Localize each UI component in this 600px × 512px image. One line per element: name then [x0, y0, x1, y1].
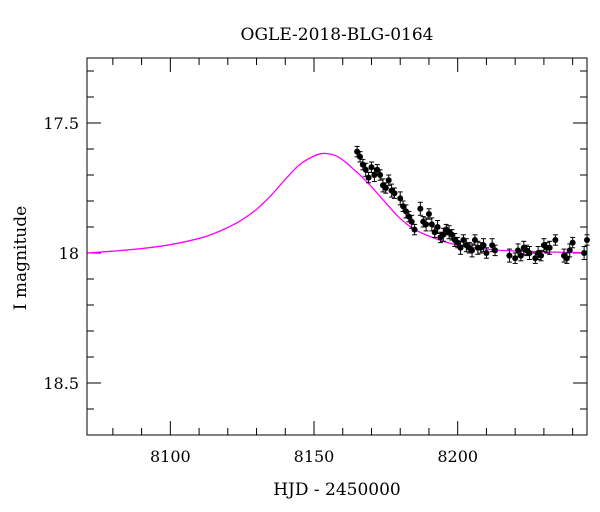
- axis-ticks: [87, 58, 587, 436]
- data-point: [538, 252, 545, 259]
- data-point: [417, 205, 424, 212]
- chart-title: OGLE-2018-BLG-0164: [241, 25, 434, 45]
- data-point: [469, 247, 476, 254]
- axis-tick-labels: 8100 8150 8200 17.5 18 18.5: [43, 114, 478, 466]
- data-point: [492, 247, 499, 254]
- data-point: [569, 239, 576, 246]
- data-point: [354, 148, 361, 155]
- data-point: [408, 218, 415, 225]
- data-point: [471, 237, 478, 243]
- data-point: [402, 208, 409, 215]
- x-tick-label: 8150: [294, 447, 335, 466]
- data-point: [526, 250, 533, 256]
- data-point: [581, 250, 588, 256]
- data-point: [425, 211, 432, 217]
- data-point: [385, 177, 392, 184]
- data-point: [382, 185, 389, 191]
- data-point: [434, 224, 441, 230]
- data-point: [552, 237, 559, 243]
- data-point: [515, 247, 522, 254]
- data-point: [489, 242, 496, 249]
- data-point: [517, 252, 524, 259]
- data-point: [480, 242, 487, 249]
- data-point: [546, 244, 553, 251]
- data-point: [563, 255, 570, 262]
- x-tick-label: 8200: [437, 447, 478, 466]
- y-tick-label: 18: [59, 244, 79, 263]
- data-point: [431, 229, 438, 236]
- data-point: [448, 231, 455, 238]
- data-point: [512, 255, 519, 262]
- data-point: [400, 203, 407, 210]
- data-point: [362, 166, 369, 173]
- data-point: [374, 166, 381, 173]
- data-point: [391, 190, 398, 197]
- x-tick-label: 8100: [150, 447, 191, 466]
- data-point: [368, 164, 375, 171]
- data-point: [359, 161, 366, 168]
- data-point: [532, 255, 539, 262]
- y-tick-label: 18.5: [43, 374, 79, 393]
- data-points-layer: [354, 145, 590, 264]
- data-point: [454, 239, 461, 246]
- data-point: [405, 213, 412, 220]
- data-point: [377, 172, 384, 178]
- data-point: [356, 153, 363, 160]
- x-axis-label: HJD - 2450000: [273, 480, 401, 500]
- data-point: [365, 174, 372, 181]
- model-curve-layer: [86, 152, 588, 254]
- data-point: [506, 252, 513, 259]
- y-tick-label: 17.5: [43, 114, 79, 133]
- data-point: [411, 226, 418, 233]
- data-point: [371, 172, 378, 178]
- data-point: [423, 221, 430, 228]
- data-point: [440, 231, 447, 238]
- data-point: [457, 244, 464, 251]
- y-axis-label: I magnitude: [11, 206, 31, 310]
- data-point: [397, 195, 404, 202]
- plot-frame: [86, 57, 588, 436]
- data-point: [483, 250, 490, 256]
- data-point: [460, 237, 467, 243]
- data-point: [566, 247, 573, 254]
- data-point: [428, 221, 435, 228]
- model-curve: [86, 152, 588, 254]
